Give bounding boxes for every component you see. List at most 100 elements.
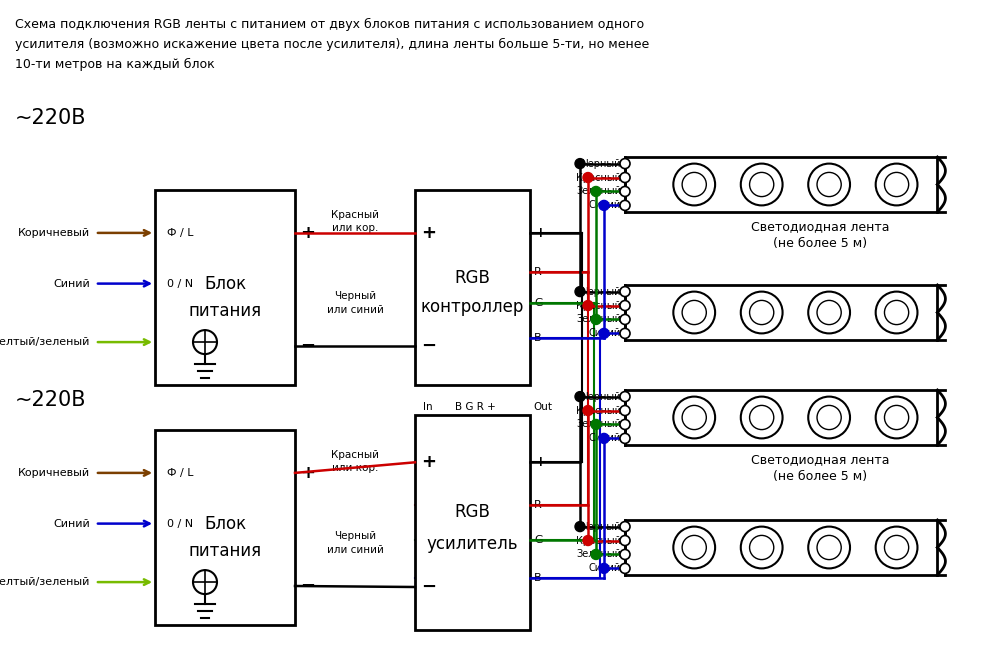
Circle shape [817,405,841,430]
Text: Желтый/зеленый: Желтый/зеленый [0,577,90,587]
Circle shape [583,301,593,311]
Text: R: R [534,267,542,277]
Circle shape [591,186,601,196]
Text: +: + [534,226,546,240]
Bar [415,415,530,630]
Circle shape [583,535,593,545]
Text: Красный: Красный [576,173,621,182]
Circle shape [599,563,609,573]
Text: −: − [421,337,436,355]
Text: Синий: Синий [53,519,90,529]
Circle shape [620,420,630,430]
Circle shape [620,173,630,182]
Text: или кор.: или кор. [332,463,378,473]
Text: B G R +: B G R + [455,402,496,412]
Circle shape [575,522,585,531]
Text: или кор.: или кор. [332,223,378,233]
Text: Коричневый: Коричневый [18,228,90,238]
Circle shape [620,329,630,338]
Text: Желтый/зеленый: Желтый/зеленый [0,337,90,347]
Circle shape [682,405,706,430]
Text: Светодиодная лента: Светодиодная лента [751,453,890,466]
Text: B: B [534,573,542,584]
Text: RGB: RGB [455,503,490,521]
Circle shape [682,300,706,325]
Text: Коричневый: Коричневый [18,468,90,478]
Circle shape [599,329,609,338]
Bar [155,190,295,385]
Circle shape [620,301,630,311]
Circle shape [620,563,630,573]
Text: Красный: Красный [576,406,621,416]
Circle shape [620,535,630,545]
Circle shape [583,173,593,182]
Text: Черный: Черный [582,287,621,297]
Text: или синий: или синий [327,305,383,315]
Circle shape [620,391,630,402]
Text: −: − [300,337,315,355]
Circle shape [620,522,630,531]
Circle shape [620,159,630,169]
Text: Черный: Черный [334,292,376,301]
Circle shape [591,420,601,430]
Text: питания: питания [188,542,262,560]
Text: Зеленый: Зеленый [576,315,621,325]
Text: +: + [421,224,436,242]
Text: +: + [300,224,315,242]
Circle shape [620,315,630,325]
Circle shape [620,434,630,444]
Text: Синий: Синий [589,563,621,573]
Text: Блок: Блок [204,274,246,293]
Circle shape [575,287,585,297]
Bar [625,157,937,212]
Circle shape [620,186,630,196]
Circle shape [817,300,841,325]
Text: Черный: Черный [582,391,621,402]
Text: Блок: Блок [204,515,246,533]
Text: усилитель: усилитель [427,535,518,553]
Bar [155,430,295,625]
Text: Красный: Красный [331,449,379,459]
Text: Ф / L: Ф / L [167,228,194,238]
Text: G: G [534,535,543,545]
Text: −: − [421,578,436,596]
Text: 0 / N: 0 / N [167,519,193,529]
Text: Красный: Красный [331,210,379,219]
Circle shape [575,159,585,169]
Text: Светодиодная лента: Светодиодная лента [751,220,890,233]
Text: Черный: Черный [582,159,621,169]
Circle shape [817,535,841,560]
Text: ~220В: ~220В [15,108,87,128]
Text: Синий: Синий [589,200,621,210]
Text: (не более 5 м): (не более 5 м) [773,470,867,483]
Text: усилителя (возможно искажение цвета после усилителя), длина ленты больше 5-ти, н: усилителя (возможно искажение цвета посл… [15,38,649,51]
Text: R: R [534,500,542,510]
Text: контроллер: контроллер [421,298,524,316]
Circle shape [620,287,630,297]
Circle shape [750,535,774,560]
Circle shape [817,173,841,196]
Text: Синий: Синий [589,329,621,338]
Circle shape [620,200,630,210]
Text: Зеленый: Зеленый [576,549,621,559]
Circle shape [575,391,585,402]
Text: ~220В: ~220В [15,390,87,410]
Text: +: + [300,464,315,482]
Text: Зеленый: Зеленый [576,420,621,430]
Text: +: + [534,455,546,469]
Circle shape [884,173,909,196]
Text: (не более 5 м): (не более 5 м) [773,237,867,250]
Circle shape [620,549,630,559]
Circle shape [591,549,601,559]
Circle shape [599,200,609,210]
Circle shape [884,300,909,325]
Circle shape [682,535,706,560]
Text: B: B [534,333,542,343]
Circle shape [599,434,609,444]
Circle shape [884,405,909,430]
Text: 0 / N: 0 / N [167,278,193,289]
Text: питания: питания [188,302,262,320]
Text: Синий: Синий [53,278,90,289]
Text: 10-ти метров на каждый блок: 10-ти метров на каждый блок [15,58,215,71]
Text: +: + [421,453,436,471]
